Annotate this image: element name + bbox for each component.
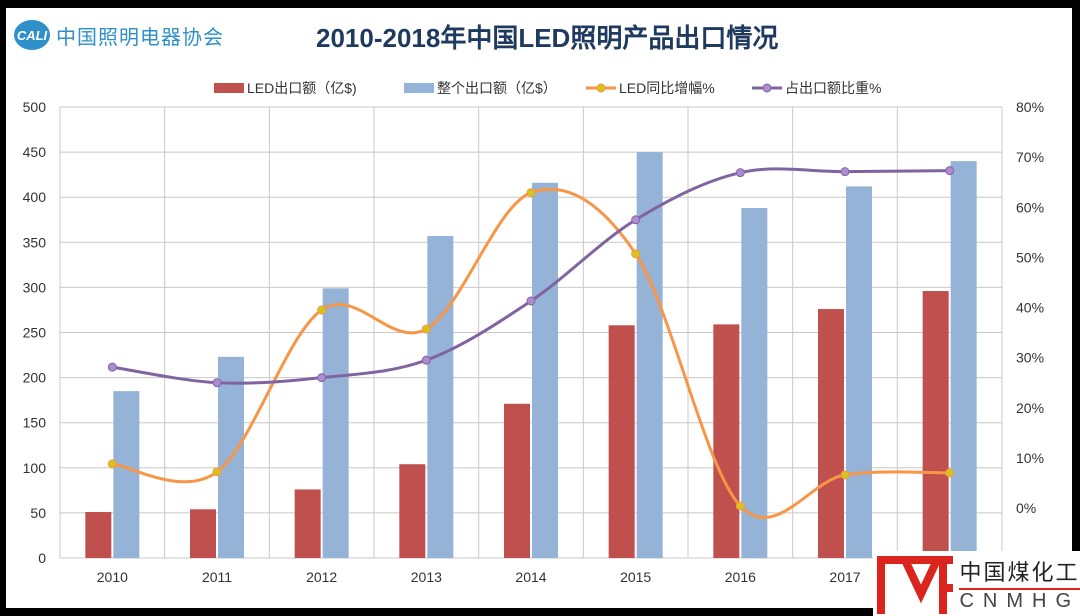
y-right-tick-label: 60%: [1016, 199, 1044, 215]
point-share: [631, 215, 641, 225]
bar-led-export: [713, 324, 740, 558]
y-left-tick-label: 500: [23, 99, 47, 115]
cnmhg-watermark: 中国煤化工 CNMHG: [873, 551, 1080, 616]
legend-swatch: [404, 83, 434, 93]
point-led-growth: [631, 249, 641, 259]
watermark-text: 中国煤化工: [959, 555, 1080, 590]
point-led-growth: [212, 467, 222, 477]
legend-label: 整个出口额（亿$）: [437, 80, 557, 96]
point-share: [735, 168, 745, 178]
bar-total-export: [636, 152, 663, 558]
bar-total-export: [741, 208, 768, 559]
bar-led-export: [294, 489, 321, 558]
y-left-tick-label: 400: [23, 189, 47, 205]
x-tick-label: 2013: [411, 569, 442, 585]
point-led-growth: [945, 468, 955, 478]
point-share: [840, 167, 850, 177]
legend-swatch: [214, 83, 244, 93]
y-right-tick-label: 40%: [1016, 300, 1044, 316]
y-left-tick-label: 250: [23, 325, 47, 341]
y-right-tick-label: 20%: [1016, 400, 1044, 416]
bar-led-export: [399, 464, 426, 558]
y-left-tick-label: 350: [23, 234, 47, 250]
bar-total-export: [427, 235, 454, 558]
point-share: [421, 355, 431, 365]
legend-marker: [596, 83, 606, 93]
mh-logo-icon: [877, 555, 954, 614]
x-tick-label: 2014: [515, 569, 546, 585]
y-left-tick-label: 100: [23, 460, 47, 476]
point-share: [945, 166, 955, 176]
point-led-growth: [107, 459, 117, 469]
cali-logo-text: 中国照明电器协会: [56, 24, 224, 49]
y-right-tick-label: 50%: [1016, 249, 1044, 265]
point-share: [212, 378, 222, 388]
bar-total-export: [113, 391, 140, 558]
y-right-tick-label: 10%: [1016, 450, 1044, 466]
bar-led-export: [608, 325, 635, 558]
point-led-growth: [735, 501, 745, 511]
y-left-tick-label: 200: [23, 370, 47, 386]
bar-total-export: [950, 161, 977, 558]
y-right-tick-label: 70%: [1016, 149, 1044, 165]
x-tick-label: 2011: [202, 569, 232, 585]
point-share: [317, 373, 327, 383]
x-tick-label: 2015: [620, 569, 651, 585]
x-tick-label: 2010: [97, 569, 128, 585]
bar-total-export: [846, 186, 872, 558]
point-led-growth: [317, 305, 327, 315]
point-share: [526, 296, 536, 306]
point-led-growth: [840, 470, 850, 480]
y-left-tick-label: 50: [30, 505, 46, 521]
legend-label: 占出口额比重%: [785, 80, 881, 96]
y-right-tick-label: 80%: [1016, 99, 1044, 115]
y-left-tick-label: 450: [23, 144, 47, 160]
y-right-tick-label: 30%: [1016, 350, 1044, 366]
x-tick-label: 2016: [725, 569, 756, 585]
chart-title: 2010-2018年中国LED照明产品出口情况: [316, 23, 779, 53]
cali-logo: CALI 中国照明电器协会: [14, 20, 224, 50]
cali-logo-mark: CALI: [14, 20, 50, 50]
legend-label: LED同比增幅%: [619, 80, 715, 96]
y-left-tick-label: 300: [23, 279, 47, 295]
point-share: [107, 362, 117, 372]
bar-led-export: [922, 291, 949, 558]
bar-total-export: [532, 182, 558, 558]
point-led-growth: [421, 324, 431, 334]
x-tick-label: 2017: [829, 569, 860, 585]
y-left-tick-label: 150: [23, 415, 47, 431]
bar-led-export: [504, 403, 530, 558]
bar-led-export: [190, 509, 216, 558]
point-led-growth: [526, 188, 536, 198]
bar-total-export: [322, 288, 349, 558]
legend-marker: [762, 83, 772, 93]
x-tick-label: 2012: [306, 569, 337, 585]
bar-led-export: [85, 511, 112, 558]
y-right-tick-label: 0%: [1016, 500, 1036, 516]
y-left-tick-label: 0: [38, 550, 46, 566]
watermark-latin: CNMHG: [959, 589, 1080, 612]
legend-label: LED出口额（亿$): [247, 80, 357, 96]
bar-led-export: [818, 309, 844, 558]
